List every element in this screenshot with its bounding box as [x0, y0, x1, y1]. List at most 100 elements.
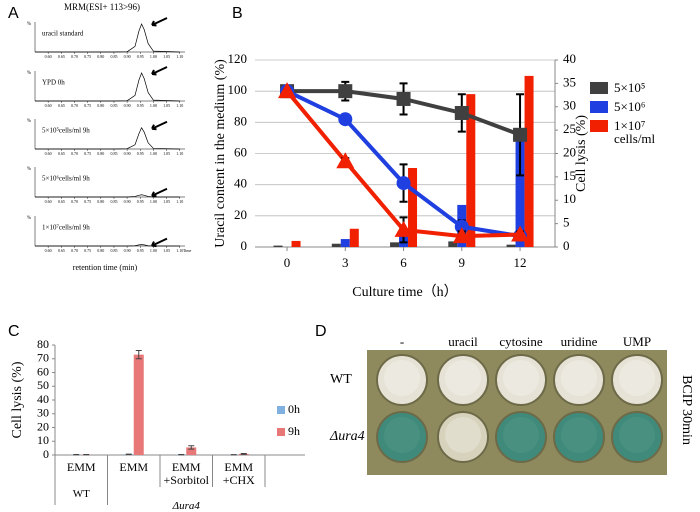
marker: [338, 84, 353, 99]
column-label: UMP: [623, 334, 651, 349]
legend-label: 1×10⁷ cells/ml: [614, 118, 656, 146]
legend-label: 5×10⁵: [614, 80, 646, 95]
bar: [133, 354, 144, 455]
x-tick-label: 0.70: [71, 54, 78, 59]
colony-highlight: [503, 360, 539, 396]
bar: [390, 242, 400, 247]
y-tick-label: 10: [37, 433, 49, 447]
colony-highlight: [561, 417, 597, 453]
y-tick-label: 50: [37, 378, 49, 392]
colony: [611, 354, 663, 406]
y-axis-label: Cell lysis (%): [10, 361, 25, 438]
column-label: uridine: [561, 334, 598, 349]
colony: [376, 411, 428, 463]
y-axis-label: Uracil content in the medium (%): [213, 59, 228, 248]
x-tick-label: 0.65: [58, 54, 65, 59]
colony: [495, 354, 547, 406]
legend-label: 5×10⁶: [614, 99, 646, 114]
colony: [611, 411, 663, 463]
x-tick-label: 0.95: [137, 151, 144, 156]
colony: [376, 354, 428, 406]
marker: [452, 227, 471, 244]
y2-tick-label: 15: [563, 168, 576, 183]
marker: [394, 220, 413, 237]
colony: [437, 411, 489, 463]
x-tick-label: EMM: [119, 460, 149, 474]
trace-label: 5×10⁵cells/ml 9h: [42, 127, 90, 135]
x-tick-label: 0.90: [124, 199, 131, 204]
y2-tick-label: 5: [563, 215, 570, 230]
x-tick-label: 0.85: [110, 199, 117, 204]
x-tick-label: 0.85: [110, 248, 117, 253]
trace-label: uracil standard: [42, 30, 84, 38]
x-tick-label: 0.60: [45, 199, 52, 204]
y-tick-label: 0: [43, 447, 49, 461]
panel-label: C: [8, 323, 20, 340]
marker: [511, 225, 530, 242]
x-tick-label: 9: [459, 255, 466, 270]
column-label: cytosine: [499, 334, 543, 349]
y-tick-label: 60: [234, 144, 247, 159]
x-tick-label: 1.05: [163, 103, 170, 108]
x-tick-label: 1.00: [150, 54, 157, 59]
x-tick-label: 1.00: [150, 103, 157, 108]
chart-title: MRM(ESI+ 113>96): [64, 2, 140, 12]
marker: [396, 176, 411, 191]
x-tick-label: 0.85: [110, 151, 117, 156]
trace-label: 5×10⁶cells/ml 9h: [42, 175, 90, 183]
marker: [513, 127, 528, 142]
y-unit-label: %: [27, 216, 31, 221]
side-label: BCIP 30min: [679, 375, 694, 445]
y-unit-label: %: [27, 71, 31, 76]
x-tick-label: 1.05: [163, 151, 170, 156]
colony-highlight: [619, 360, 655, 396]
x-tick-label: 1.05: [163, 54, 170, 59]
colony: [437, 354, 489, 406]
x-tick-label: 0.65: [58, 151, 65, 156]
colony-highlight: [619, 417, 655, 453]
x-tick-label: 3: [342, 255, 349, 270]
y-tick-label: 40: [234, 176, 247, 191]
x-tick-label: 0: [284, 255, 291, 270]
colony-highlight: [445, 417, 481, 453]
y2-tick-label: 30: [563, 98, 576, 113]
row-label: Δura4: [329, 429, 365, 444]
trace: [35, 126, 180, 150]
trace: [35, 244, 180, 247]
colony-highlight: [561, 360, 597, 396]
y2-tick-label: 40: [563, 51, 576, 66]
x-tick-label: 0.90: [124, 248, 131, 253]
x-tick-label: 1.10: [176, 151, 183, 156]
panel-label: D: [315, 323, 327, 340]
y-tick-label: 60: [37, 364, 49, 378]
x-tick-label: 0.60: [45, 151, 52, 156]
x-tick-label: 0.95: [137, 248, 144, 253]
bar: [515, 134, 525, 247]
x-tick-label: 0.85: [110, 54, 117, 59]
y-tick-label: 0: [241, 238, 248, 253]
x-tick-label: 1.00: [150, 199, 157, 204]
bar: [340, 239, 350, 247]
x-tick-label: 1.00: [150, 248, 157, 253]
legend-swatch: [277, 406, 285, 414]
x-axis-label: retention time (min): [73, 263, 138, 272]
arrow: [151, 187, 168, 198]
row-label: WT: [330, 372, 352, 387]
x-tick-label: 0.70: [71, 151, 78, 156]
x-tick-label: 0.80: [97, 151, 104, 156]
colony: [495, 411, 547, 463]
arrow: [151, 17, 168, 27]
bar: [506, 244, 516, 247]
y2-tick-label: 25: [563, 121, 576, 136]
x-tick-label: 12: [514, 255, 527, 270]
bar: [273, 245, 283, 247]
marker: [454, 105, 469, 120]
x-tick-label: 0.60: [45, 54, 52, 59]
column-label: -: [400, 334, 404, 349]
bar: [448, 241, 458, 247]
bar: [331, 243, 341, 247]
colony-highlight: [384, 417, 420, 453]
y-tick-label: 70: [37, 351, 49, 365]
